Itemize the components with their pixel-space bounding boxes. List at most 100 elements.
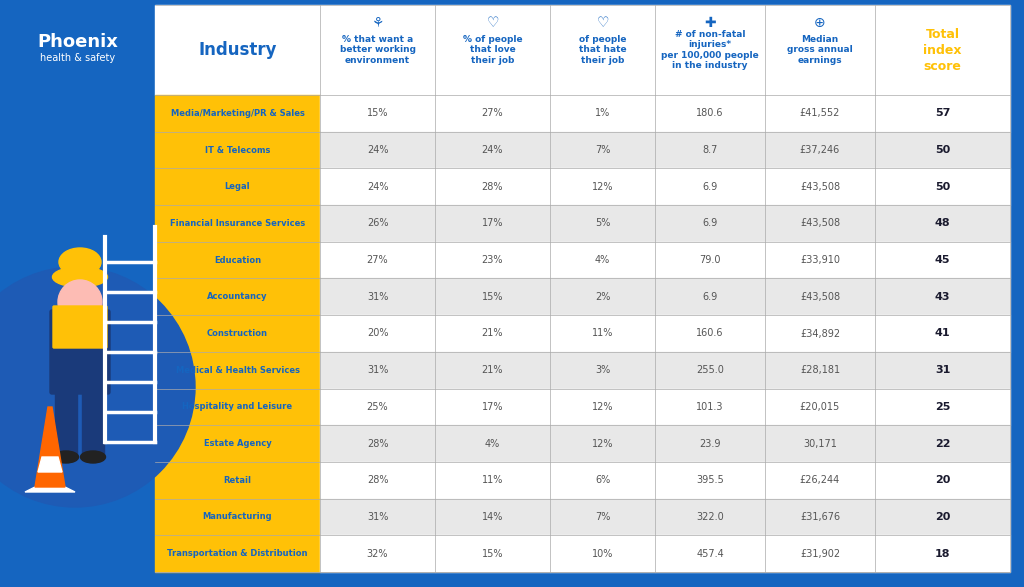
Bar bbox=[155, 5, 1010, 95]
Bar bbox=[765, 389, 874, 425]
Bar bbox=[155, 389, 319, 425]
Text: 57: 57 bbox=[935, 109, 950, 119]
Bar bbox=[155, 242, 319, 278]
Bar bbox=[550, 278, 655, 315]
Bar bbox=[874, 389, 1010, 425]
Text: 26%: 26% bbox=[367, 218, 388, 228]
Bar bbox=[874, 535, 1010, 572]
Text: Phoenix: Phoenix bbox=[37, 33, 118, 51]
Text: £43,508: £43,508 bbox=[800, 218, 840, 228]
Bar bbox=[155, 168, 319, 205]
Text: £28,181: £28,181 bbox=[800, 365, 840, 375]
Text: ⚘: ⚘ bbox=[372, 16, 384, 30]
Text: Construction: Construction bbox=[207, 329, 268, 338]
Text: 7%: 7% bbox=[595, 145, 610, 155]
Text: £26,244: £26,244 bbox=[800, 475, 840, 485]
Bar bbox=[155, 315, 319, 352]
Text: 31%: 31% bbox=[367, 365, 388, 375]
Text: 25: 25 bbox=[935, 402, 950, 412]
Ellipse shape bbox=[53, 451, 79, 463]
Bar bbox=[655, 242, 765, 278]
Text: Median
gross annual
earnings: Median gross annual earnings bbox=[787, 35, 853, 65]
Text: 23.9: 23.9 bbox=[699, 438, 721, 448]
Bar bbox=[550, 131, 655, 168]
Bar bbox=[155, 498, 319, 535]
Text: Total
index
score: Total index score bbox=[924, 28, 962, 73]
Text: 31: 31 bbox=[935, 365, 950, 375]
Text: 7%: 7% bbox=[595, 512, 610, 522]
Text: 6.9: 6.9 bbox=[702, 292, 718, 302]
Text: 17%: 17% bbox=[481, 402, 503, 412]
Bar bbox=[155, 352, 319, 389]
Text: 30,171: 30,171 bbox=[803, 438, 837, 448]
Bar bbox=[874, 498, 1010, 535]
Bar bbox=[874, 315, 1010, 352]
Text: 10%: 10% bbox=[592, 549, 613, 559]
Bar bbox=[765, 131, 874, 168]
Bar bbox=[874, 131, 1010, 168]
Text: 6.9: 6.9 bbox=[702, 218, 718, 228]
Text: 15%: 15% bbox=[481, 292, 503, 302]
Text: £43,508: £43,508 bbox=[800, 292, 840, 302]
Bar bbox=[550, 389, 655, 425]
Text: 48: 48 bbox=[935, 218, 950, 228]
Bar bbox=[874, 352, 1010, 389]
Bar bbox=[155, 535, 319, 572]
Bar bbox=[765, 315, 874, 352]
Text: 322.0: 322.0 bbox=[696, 512, 724, 522]
Text: 180.6: 180.6 bbox=[696, 109, 724, 119]
Text: 5%: 5% bbox=[595, 218, 610, 228]
Bar bbox=[155, 95, 319, 131]
Bar bbox=[435, 95, 550, 131]
Bar bbox=[550, 462, 655, 498]
Bar bbox=[765, 242, 874, 278]
Bar bbox=[319, 278, 435, 315]
Text: 24%: 24% bbox=[367, 182, 388, 192]
Text: £33,910: £33,910 bbox=[800, 255, 840, 265]
Bar bbox=[435, 278, 550, 315]
Text: Transportation & Distribution: Transportation & Distribution bbox=[167, 549, 308, 558]
Text: Hospitality and Leisure: Hospitality and Leisure bbox=[182, 402, 293, 411]
Bar bbox=[655, 498, 765, 535]
Text: 2%: 2% bbox=[595, 292, 610, 302]
Text: Accountancy: Accountancy bbox=[207, 292, 267, 301]
Text: 41: 41 bbox=[935, 329, 950, 339]
Circle shape bbox=[0, 267, 195, 507]
Bar bbox=[319, 315, 435, 352]
Text: 15%: 15% bbox=[367, 109, 388, 119]
Bar bbox=[765, 168, 874, 205]
Text: 11%: 11% bbox=[482, 475, 503, 485]
Text: 11%: 11% bbox=[592, 329, 613, 339]
Text: 255.0: 255.0 bbox=[696, 365, 724, 375]
Text: % that want a
better working
environment: % that want a better working environment bbox=[340, 35, 416, 65]
Text: 8.7: 8.7 bbox=[702, 145, 718, 155]
Bar bbox=[765, 278, 874, 315]
Bar bbox=[874, 205, 1010, 242]
Bar bbox=[765, 535, 874, 572]
Bar bbox=[655, 131, 765, 168]
Text: 4%: 4% bbox=[485, 438, 500, 448]
Bar bbox=[550, 168, 655, 205]
Text: ✚: ✚ bbox=[705, 16, 716, 30]
Text: 457.4: 457.4 bbox=[696, 549, 724, 559]
Text: 12%: 12% bbox=[592, 182, 613, 192]
Text: 12%: 12% bbox=[592, 438, 613, 448]
Bar bbox=[550, 95, 655, 131]
Text: 28%: 28% bbox=[367, 475, 388, 485]
Text: Industry: Industry bbox=[199, 41, 276, 59]
Text: Media/Marketing/PR & Sales: Media/Marketing/PR & Sales bbox=[171, 109, 304, 118]
Text: 20: 20 bbox=[935, 475, 950, 485]
Bar bbox=[435, 462, 550, 498]
Bar bbox=[874, 425, 1010, 462]
Bar bbox=[155, 278, 319, 315]
Text: 15%: 15% bbox=[481, 549, 503, 559]
Bar bbox=[655, 462, 765, 498]
Bar bbox=[435, 315, 550, 352]
Polygon shape bbox=[35, 407, 65, 487]
Text: # of non-fatal
injuries*
per 100,000 people
in the industry: # of non-fatal injuries* per 100,000 peo… bbox=[662, 30, 759, 70]
Text: £41,552: £41,552 bbox=[800, 109, 840, 119]
Bar bbox=[874, 242, 1010, 278]
Text: Manufacturing: Manufacturing bbox=[203, 512, 272, 521]
Bar bbox=[765, 205, 874, 242]
Bar bbox=[765, 425, 874, 462]
